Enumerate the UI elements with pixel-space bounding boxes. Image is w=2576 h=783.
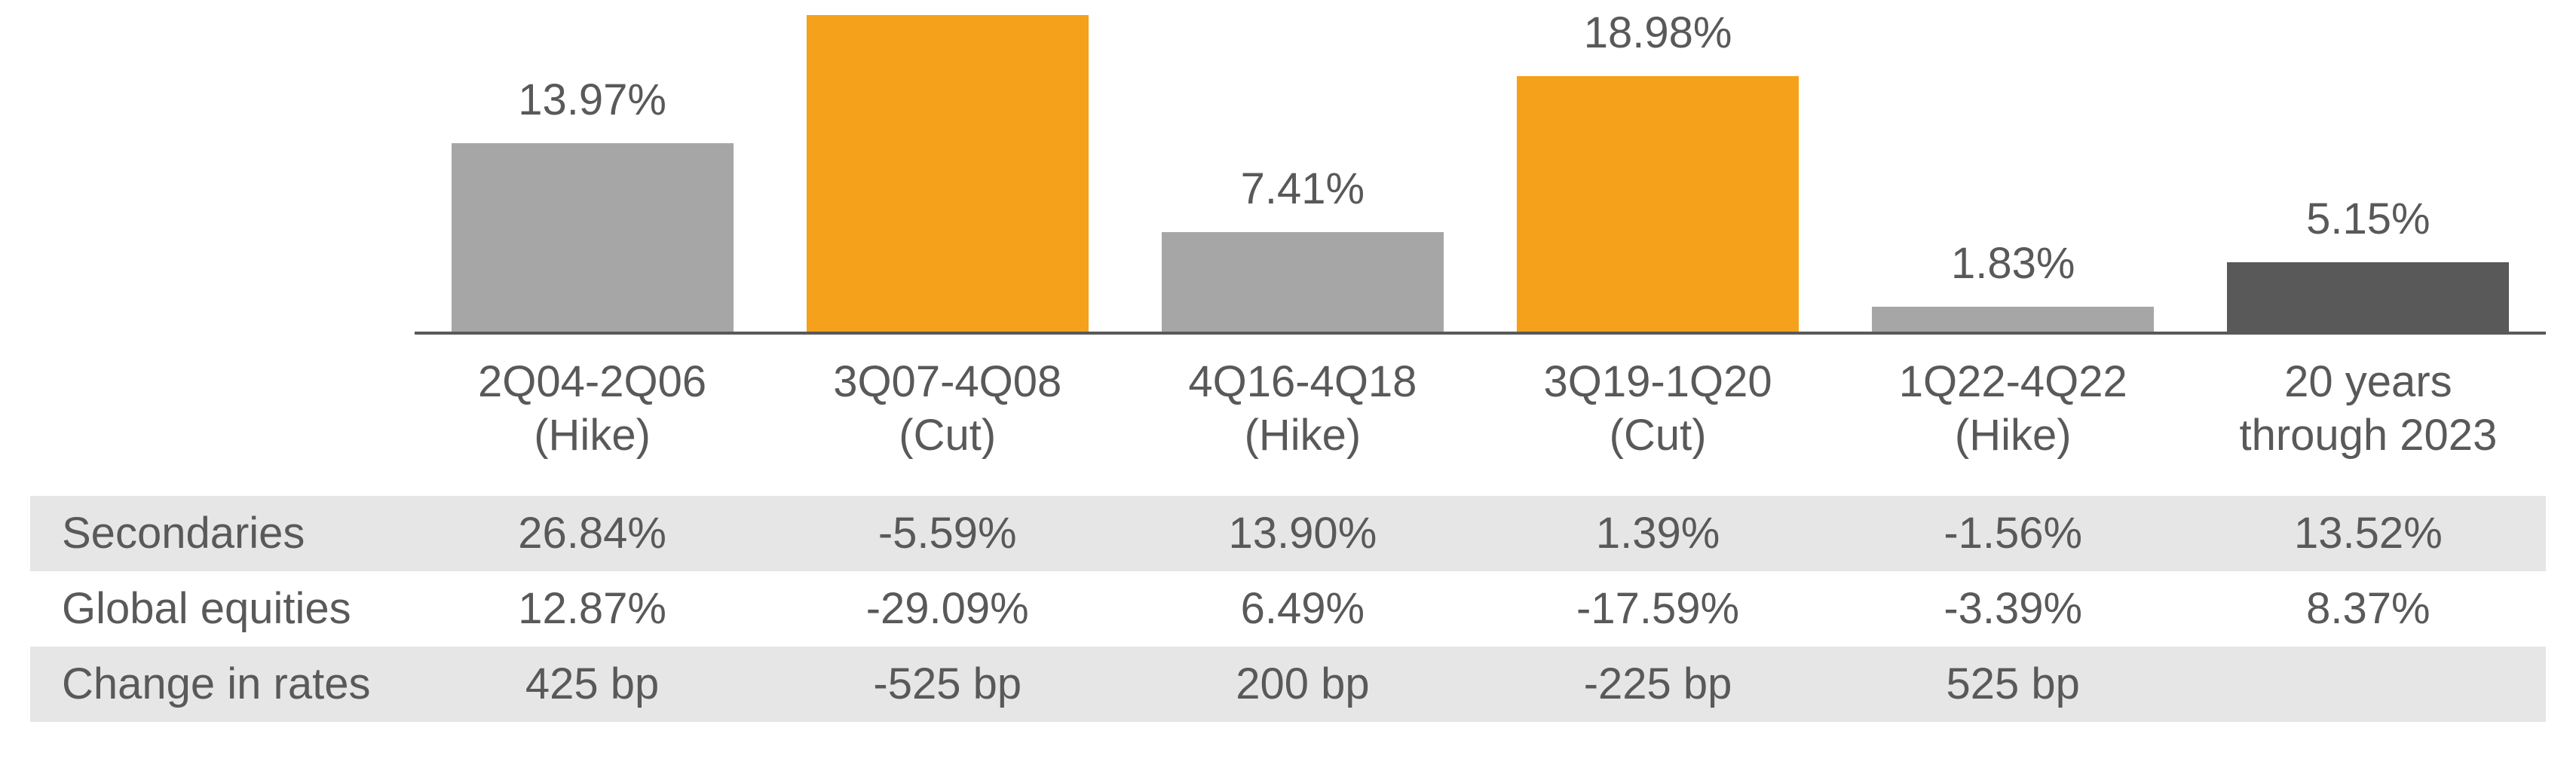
table-row-label: Change in rates [30,647,415,722]
table-cell: 6.49% [1125,571,1480,647]
bar-value-label: 5.15% [2306,194,2430,244]
table-cell: 525 bp [1836,647,2191,722]
category-label-2: 4Q16-4Q18 (Hike) [1125,335,1480,496]
bar [1872,307,2154,332]
chart-bar-cell-5: 5.15% [2191,15,2546,332]
category-line1: 20 years [2284,357,2452,406]
row-label-text: Change in rates [62,659,370,709]
cell-text: -1.56% [1943,508,2082,558]
bar [807,15,1089,332]
category-label-4: 1Q22-4Q22 (Hike) [1836,335,2191,496]
cell-text: -225 bp [1584,659,1732,709]
bar-value-label: 13.97% [518,75,666,125]
category-line1: 3Q19-1Q20 [1544,357,1772,406]
table-cell: -1.56% [1836,496,2191,571]
cell-text: -5.59% [878,508,1017,558]
category-line2: (Hike) [1245,411,1362,460]
chart-bar-cell-3: 18.98% [1480,15,1835,332]
cell-text: 8.37% [2306,583,2430,634]
table-row-label: Secondaries [30,496,415,571]
chart-bar-cell-4: 1.83% [1836,15,2191,332]
category-line1: 1Q22-4Q22 [1899,357,2127,406]
bar [452,143,734,332]
bar [2227,262,2509,332]
table-cell: -17.59% [1480,571,1835,647]
category-line2: (Cut) [899,411,996,460]
category-line2: (Cut) [1610,411,1707,460]
category-label-0: 2Q04-2Q06 (Hike) [415,335,770,496]
table-cell [2191,647,2546,722]
chart-table-grid: 13.97% 23.50% 7.41% 18.98% 1.83% 5.15% [30,15,2546,722]
category-line2: (Hike) [1955,411,2072,460]
category-line1: 4Q16-4Q18 [1188,357,1417,406]
table-cell: 1.39% [1480,496,1835,571]
chart-bar-cell-1: 23.50% [770,15,1125,332]
cell-text: 13.52% [2294,508,2443,558]
category-label-1: 3Q07-4Q08 (Cut) [770,335,1125,496]
category-label-5: 20 years through 2023 [2191,335,2546,496]
cell-text: 6.49% [1241,583,1365,634]
table-cell: 12.87% [415,571,770,647]
chart-bar-cell-0: 13.97% [415,15,770,332]
cell-text: 1.39% [1596,508,1720,558]
cell-text: 12.87% [518,583,666,634]
chart-label-spacer [30,15,415,332]
table-cell: -5.59% [770,496,1125,571]
table-cell: 200 bp [1125,647,1480,722]
bar-value-label: 7.41% [1241,164,1365,214]
cell-text: 525 bp [1947,659,2080,709]
table-cell: 13.90% [1125,496,1480,571]
table-cell: -29.09% [770,571,1125,647]
table-cell: -225 bp [1480,647,1835,722]
chart-bar-cell-2: 7.41% [1125,15,1480,332]
cell-text: -17.59% [1576,583,1739,634]
bar-value-label: 1.83% [1951,238,2075,289]
table-cell: -525 bp [770,647,1125,722]
table-cell: 13.52% [2191,496,2546,571]
category-line1: 3Q07-4Q08 [833,357,1061,406]
bar [1162,232,1444,332]
cell-text: -525 bp [873,659,1022,709]
cell-text: -3.39% [1943,583,2082,634]
bar-value-label: 18.98% [1584,8,1732,58]
category-line1: 2Q04-2Q06 [478,357,706,406]
cell-text: 26.84% [518,508,666,558]
cell-text: 425 bp [525,659,659,709]
category-line2: through 2023 [2239,411,2497,460]
cell-text: 200 bp [1236,659,1369,709]
row-label-text: Secondaries [62,508,305,558]
table-cell: 8.37% [2191,571,2546,647]
category-label-spacer [30,335,415,496]
bar [1517,76,1799,332]
cell-text: -29.09% [866,583,1029,634]
cell-text: 13.90% [1229,508,1377,558]
table-cell: 26.84% [415,496,770,571]
row-label-text: Global equities [62,583,351,634]
table-cell: 425 bp [415,647,770,722]
category-line2: (Hike) [534,411,651,460]
table-row-label: Global equities [30,571,415,647]
table-cell: -3.39% [1836,571,2191,647]
category-label-3: 3Q19-1Q20 (Cut) [1480,335,1835,496]
